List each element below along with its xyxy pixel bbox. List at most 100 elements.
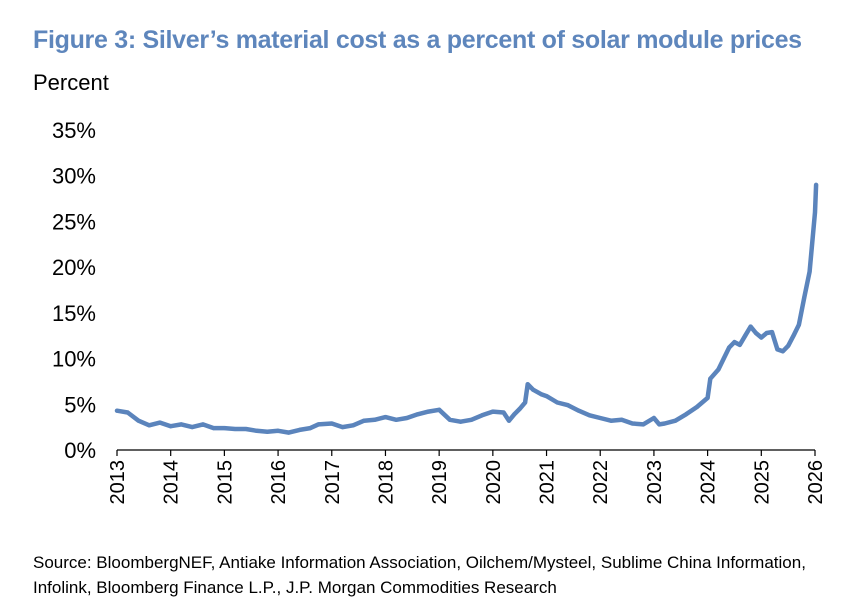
data-point [796, 322, 801, 327]
data-point [501, 410, 506, 415]
data-point [727, 345, 732, 350]
data-point [748, 324, 753, 329]
data-point [211, 426, 216, 431]
data-point [587, 413, 592, 418]
data-point [426, 409, 431, 414]
data-point [168, 424, 173, 429]
x-tick-label: 2017 [322, 460, 344, 505]
data-point [115, 408, 119, 413]
data-point [415, 412, 420, 417]
data-point [651, 416, 656, 420]
x-tick-label: 2021 [537, 460, 559, 505]
data-point [404, 416, 409, 420]
data-point [673, 418, 678, 423]
data-point [437, 407, 442, 412]
data-point [807, 269, 812, 274]
data-point [276, 428, 281, 433]
data-point [190, 425, 195, 430]
x-tick-label: 2014 [161, 460, 183, 505]
data-point [136, 418, 141, 423]
data-point [780, 349, 785, 354]
data-point [329, 421, 334, 426]
y-tick-label: 15% [52, 301, 96, 326]
data-point [770, 330, 774, 335]
x-tick-label: 2025 [751, 460, 773, 505]
x-tick-label: 2026 [805, 460, 827, 505]
y-tick-label: 10% [52, 347, 96, 372]
data-point [802, 295, 807, 300]
x-tick-label: 2020 [483, 460, 505, 505]
data-point [507, 418, 511, 423]
data-point [394, 417, 399, 422]
data-point [786, 343, 791, 348]
data-point [619, 417, 624, 422]
data-point [286, 430, 291, 435]
data-point [576, 408, 581, 413]
data-point [814, 182, 819, 187]
data-point [694, 405, 699, 409]
data-point [222, 426, 227, 431]
y-axis-unit-label: Percent [33, 70, 109, 95]
data-point [531, 387, 536, 392]
data-point [469, 417, 474, 422]
data-point [523, 400, 528, 405]
chart-title: Figure 3: Silver’s material cost as a pe… [33, 26, 802, 54]
y-tick-label: 35% [52, 118, 96, 143]
data-point [265, 429, 270, 434]
data-point [630, 421, 635, 426]
data-point [743, 333, 748, 338]
data-point [297, 427, 302, 432]
data-point [609, 418, 613, 423]
y-tick-label: 30% [52, 164, 96, 189]
data-point [243, 427, 248, 431]
data-point [517, 406, 522, 411]
x-axis-ticks: 2013 2014 2015 2016 2017 2018 2019 2020 2021 2022… [107, 450, 827, 505]
y-tick-label: 0% [64, 438, 96, 463]
data-point [125, 410, 130, 415]
data-point [705, 395, 710, 400]
data-point [813, 210, 817, 215]
y-tick-label: 20% [52, 255, 96, 280]
data-point [458, 419, 463, 424]
data-point [708, 376, 713, 381]
data-point [539, 392, 544, 397]
data-point [200, 422, 205, 427]
data-point [716, 367, 721, 372]
data-point [525, 382, 530, 387]
data-point [490, 409, 495, 414]
data-point [372, 417, 377, 422]
data-point [791, 333, 796, 338]
data-point [158, 420, 162, 425]
data-point [753, 331, 758, 335]
data-point [316, 422, 321, 427]
data-point [362, 418, 366, 423]
y-tick-label: 25% [52, 209, 96, 234]
data-point [555, 400, 560, 405]
data-point [641, 422, 646, 427]
data-point [657, 422, 662, 427]
x-tick-label: 2013 [107, 460, 129, 505]
source-note: Source: BloombergNEF, Antiake Informatio… [33, 553, 806, 597]
data-point [764, 331, 769, 335]
x-tick-label: 2022 [590, 460, 612, 505]
data-point [340, 425, 345, 430]
data-point [732, 340, 737, 345]
x-tick-label: 2023 [644, 460, 666, 505]
data-point [351, 423, 356, 428]
data-point [447, 417, 452, 422]
data-point [684, 412, 689, 417]
data-point [512, 412, 517, 417]
series-line [114, 182, 819, 435]
y-axis-ticks: 0% 5% 10% 15% 20% 25% 30% 35% [52, 118, 96, 463]
data-point [737, 342, 742, 347]
x-tick-label: 2018 [375, 460, 397, 505]
data-point [480, 413, 485, 418]
data-point [544, 394, 549, 399]
data-point [233, 427, 238, 431]
data-point [383, 415, 388, 420]
x-tick-label: 2024 [698, 460, 720, 505]
data-point [308, 426, 313, 431]
data-point [254, 428, 259, 433]
x-tick-label: 2015 [214, 460, 236, 505]
x-tick-label: 2016 [268, 460, 290, 505]
